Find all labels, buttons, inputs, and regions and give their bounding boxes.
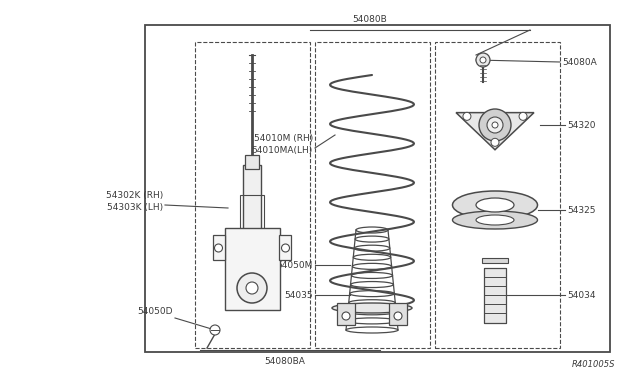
Bar <box>337 303 355 325</box>
Bar <box>280 235 291 260</box>
Text: R401005S: R401005S <box>572 360 615 369</box>
Circle shape <box>476 53 490 67</box>
Polygon shape <box>456 113 534 150</box>
Bar <box>435 42 560 348</box>
Text: 54303K (LH): 54303K (LH) <box>107 203 163 212</box>
Bar <box>243 165 261 230</box>
Text: 54302K (RH): 54302K (RH) <box>106 191 163 200</box>
Ellipse shape <box>332 303 412 313</box>
Text: 54010MA(LH): 54010MA(LH) <box>252 146 313 155</box>
Ellipse shape <box>452 211 538 229</box>
Text: 54080A: 54080A <box>562 58 596 67</box>
Circle shape <box>214 244 223 252</box>
Circle shape <box>463 112 471 120</box>
Ellipse shape <box>452 191 538 219</box>
Circle shape <box>394 312 402 320</box>
Bar <box>212 235 225 260</box>
Bar <box>484 267 506 323</box>
Bar <box>240 195 264 240</box>
Circle shape <box>492 122 498 128</box>
Circle shape <box>479 109 511 141</box>
Text: 54320: 54320 <box>567 121 595 129</box>
Bar <box>245 155 259 169</box>
Text: 54010M (RH): 54010M (RH) <box>253 134 313 143</box>
Bar <box>145 25 610 352</box>
Circle shape <box>519 112 527 120</box>
Ellipse shape <box>476 215 514 225</box>
Text: 54050M: 54050M <box>276 260 313 269</box>
Text: 54050D: 54050D <box>138 307 173 316</box>
Circle shape <box>282 244 289 252</box>
Bar <box>195 42 310 348</box>
Text: 54034: 54034 <box>567 291 595 299</box>
Circle shape <box>246 282 258 294</box>
Bar <box>225 228 280 310</box>
Circle shape <box>342 312 350 320</box>
Bar <box>389 303 407 325</box>
Circle shape <box>210 325 220 335</box>
Text: 54080B: 54080B <box>353 15 387 24</box>
Text: 54080BA: 54080BA <box>264 357 305 366</box>
Ellipse shape <box>476 198 514 212</box>
Text: 54035: 54035 <box>284 291 313 299</box>
Bar <box>482 257 508 263</box>
Bar <box>315 42 430 348</box>
Circle shape <box>487 117 503 133</box>
Text: 54325: 54325 <box>567 205 595 215</box>
Circle shape <box>491 138 499 146</box>
Circle shape <box>237 273 267 303</box>
Circle shape <box>480 57 486 63</box>
